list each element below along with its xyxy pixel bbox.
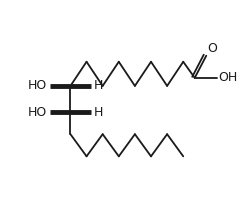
Text: H: H	[94, 105, 103, 119]
Text: OH: OH	[218, 71, 237, 84]
Text: H: H	[94, 79, 103, 92]
Text: HO: HO	[28, 79, 47, 92]
Text: HO: HO	[28, 105, 47, 119]
Text: O: O	[208, 42, 217, 55]
